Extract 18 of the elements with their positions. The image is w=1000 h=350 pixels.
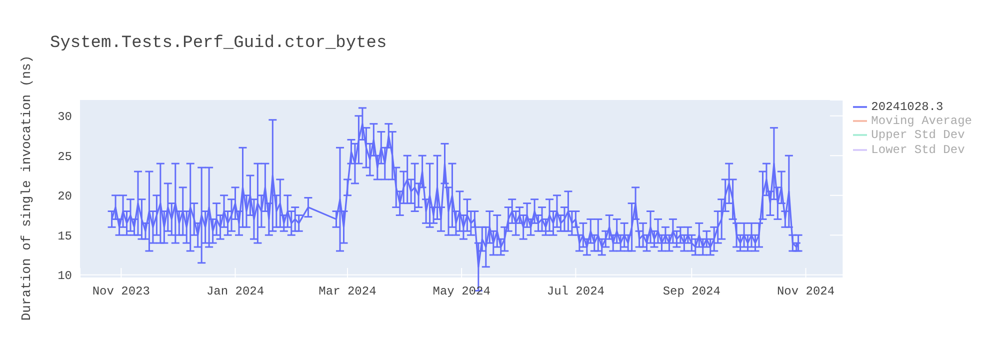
legend-label: 20241028.3 bbox=[871, 100, 944, 114]
y-tick-label: 15 bbox=[58, 229, 72, 244]
x-tick-label: Mar 2024 bbox=[318, 284, 376, 299]
y-tick-label: 20 bbox=[58, 190, 72, 204]
y-tick-label: 10 bbox=[58, 269, 72, 284]
y-tick-label: 30 bbox=[58, 110, 72, 124]
x-tick-label: Sep 2024 bbox=[662, 284, 720, 299]
x-tick-label: Jan 2024 bbox=[206, 284, 264, 299]
y-tick-label: 25 bbox=[58, 150, 72, 164]
x-tick-label: Nov 2024 bbox=[776, 284, 835, 299]
legend-label: Moving Average bbox=[871, 114, 972, 128]
legend-label: Lower Std Dev bbox=[871, 142, 965, 157]
legend-label: Upper Std Dev bbox=[871, 128, 965, 143]
x-tick-label: May 2024 bbox=[432, 284, 490, 299]
x-tick-label: Nov 2023 bbox=[92, 284, 150, 299]
y-axis-title: Duration of single invocation (ns) bbox=[19, 55, 34, 321]
x-tick-label: Jul 2024 bbox=[546, 284, 604, 299]
chart-title: System.Tests.Perf_Guid.ctor_bytes bbox=[50, 34, 387, 53]
